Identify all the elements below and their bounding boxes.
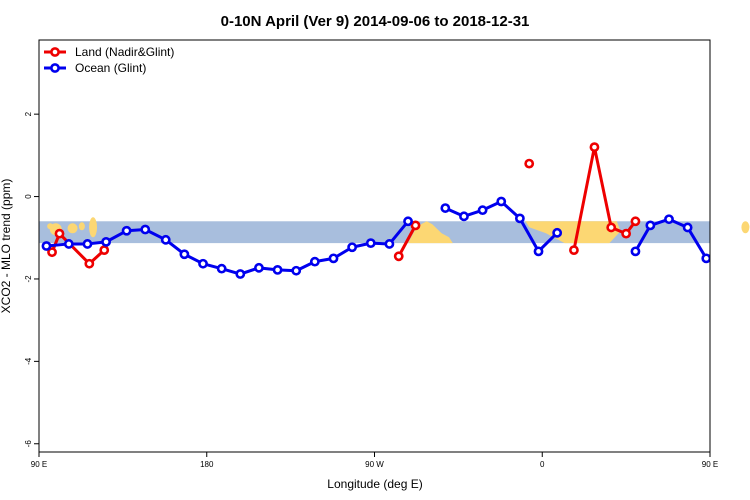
y-tick-label: -2 — [24, 275, 33, 283]
ocean-data-point — [440, 203, 451, 213]
legend-ocean-marker — [50, 63, 60, 73]
land-line-segment — [740, 252, 750, 256]
y-tick-label: -6 — [24, 440, 33, 448]
land-line-segment — [58, 232, 91, 266]
ocean-line-segment — [633, 223, 652, 253]
land-mask-island — [78, 222, 85, 231]
ocean-line-segment — [686, 225, 708, 260]
land-data-point — [589, 142, 600, 153]
ocean-data-point — [552, 227, 563, 238]
land-data-point — [630, 216, 641, 227]
y-tick-label: 0 — [24, 194, 33, 199]
land-data-point — [569, 245, 579, 256]
chart-title: 0-10N April (Ver 9) 2014-09-06 to 2018-1… — [221, 13, 530, 30]
land-line-segment — [397, 223, 418, 258]
ocean-data-point — [160, 234, 171, 245]
x-axis-label: Longitude (deg E) — [327, 477, 422, 491]
ocean-data-point — [347, 242, 358, 253]
land-data-point — [393, 251, 404, 262]
land-data-point — [606, 222, 617, 233]
ocean-data-point — [664, 214, 674, 225]
land-data-point — [524, 158, 535, 169]
ocean-data-point — [645, 220, 656, 231]
ocean-data-point — [682, 222, 693, 233]
legend-land-label: Land (Nadir&Glint) — [75, 45, 174, 59]
land-data-point — [732, 214, 739, 221]
legend-ocean-label: Ocean (Glint) — [75, 61, 146, 75]
land-mask-africa — [525, 221, 621, 244]
land-data-point — [54, 228, 65, 239]
land-mask-island — [741, 221, 750, 234]
land-data-point — [410, 220, 421, 231]
plot-area — [39, 142, 750, 279]
x-tick-label: 180 — [200, 460, 214, 469]
ocean-data-point — [740, 240, 747, 247]
ocean-data-point — [459, 211, 469, 222]
ocean-data-point — [140, 224, 151, 235]
ocean-data-point — [309, 256, 320, 267]
ocean-data-point — [328, 253, 339, 264]
x-tick-label: 90 E — [702, 460, 718, 469]
land-data-point — [621, 228, 632, 239]
land-mask-island — [67, 223, 78, 234]
x-tick-label: 90 W — [365, 460, 384, 469]
ocean-data-point — [101, 236, 111, 247]
ocean-data-point — [235, 269, 246, 279]
x-tick-label: 90 E — [31, 460, 47, 469]
ocean-data-point — [41, 241, 52, 251]
ocean-data-point — [63, 239, 74, 249]
land-data-point — [736, 253, 743, 260]
ocean-data-point — [198, 258, 208, 269]
y-tick-label: 2 — [24, 111, 33, 116]
ocean-data-point — [272, 264, 283, 275]
ocean-data-point — [496, 196, 507, 207]
y-axis-label: XCO2 - MLO trend (ppm) — [0, 179, 13, 314]
ocean-data-point — [384, 239, 395, 249]
ocean-data-point — [291, 265, 302, 276]
legend: Land (Nadir&Glint) Ocean (Glint) — [44, 45, 174, 75]
ocean-data-point — [403, 216, 413, 227]
y-tick-label: -4 — [24, 357, 33, 365]
land-line-segment — [736, 217, 740, 256]
land-line-segment — [592, 145, 613, 229]
land-line-segment — [572, 145, 596, 252]
land-data-point — [84, 258, 95, 269]
ocean-data-point — [477, 205, 488, 216]
ocean-data-point — [630, 246, 641, 257]
ocean-data-point — [533, 246, 544, 257]
ocean-data-point — [82, 239, 93, 249]
ocean-data-point — [179, 249, 190, 260]
x-axis: 90 E 180 90 W 0 90 E — [31, 452, 718, 469]
ocean-data-point — [121, 225, 132, 236]
land-data-point — [47, 247, 57, 258]
ocean-line-segment — [725, 244, 744, 246]
ocean-data-point — [254, 262, 264, 273]
ocean-data-point — [514, 213, 525, 224]
series-points — [41, 142, 747, 279]
ocean-data-point — [216, 263, 227, 274]
land-mask-island — [89, 217, 98, 238]
y-axis: -6 -4 -2 0 2 — [24, 111, 39, 447]
legend-land-marker — [50, 47, 60, 57]
land-data-point — [99, 245, 110, 256]
ocean-data-point — [701, 253, 710, 264]
ocean-data-point — [721, 242, 728, 249]
ocean-line-segment — [518, 216, 541, 253]
ocean-data-point — [365, 238, 376, 249]
x-tick-label: 0 — [540, 460, 545, 469]
